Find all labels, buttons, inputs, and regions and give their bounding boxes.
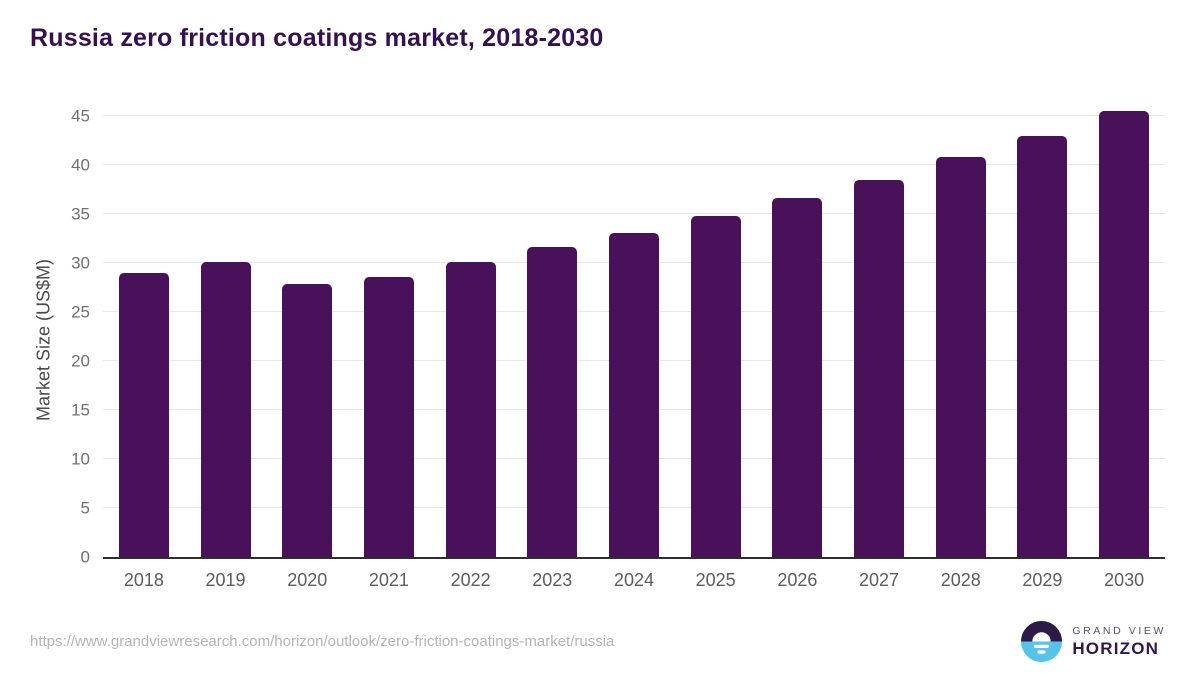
bar-2023[interactable] [527,247,578,557]
bar-slot-2030 [1083,110,1165,557]
x-label-2022: 2022 [450,570,491,590]
chart-title: Russia zero friction coatings market, 20… [30,24,604,52]
brand-name-top: GRAND VIEW [1072,624,1166,637]
source-url: https://www.grandviewresearch.com/horizo… [30,633,615,650]
bar-slot-2022 [430,110,512,557]
x-label-2018: 2018 [123,570,164,590]
bar-slot-2023 [511,110,593,557]
bar-slot-2019 [185,110,267,557]
y-tick-30: 30 [71,253,90,273]
x-label-2026: 2026 [777,570,818,590]
bar-slot-2021 [348,110,430,557]
brand-logo-text: GRAND VIEW HORIZON [1072,625,1166,659]
horizon-logo-icon [1021,621,1063,662]
bar-2019[interactable] [200,262,251,557]
x-label-2025: 2025 [695,570,736,590]
bar-2021[interactable] [363,276,414,557]
y-tick-25: 25 [71,302,90,322]
gridline-40 [103,164,1165,165]
x-label-2023: 2023 [532,570,573,590]
brand-name-bottom: HORIZON [1072,638,1160,658]
y-tick-10: 10 [71,449,90,469]
y-tick-35: 35 [71,204,90,224]
y-tick-45: 45 [71,106,90,126]
bar-slot-2018 [103,110,185,557]
x-label-2030: 2030 [1104,570,1145,590]
bar-slot-2027 [838,110,920,557]
x-label-2021: 2021 [368,570,409,590]
x-label-2027: 2027 [859,570,900,590]
bar-slot-2025 [675,110,757,557]
brand-logo: GRAND VIEW HORIZON [1021,621,1166,662]
bar-2024[interactable] [608,232,659,557]
y-tick-0: 0 [80,547,90,567]
bar-slot-2029 [1002,110,1084,557]
bar-series [103,110,1165,557]
y-tick-20: 20 [71,351,90,371]
bar-slot-2026 [757,110,839,557]
bar-2022[interactable] [445,262,496,557]
x-axis-labels: 2018 2019 2020 2021 2022 2023 2024 2025 2026 2027… [103,570,1165,591]
y-axis-label: Market Size (US$M) [33,258,54,422]
x-label-2028: 2028 [940,570,981,590]
y-tick-5: 5 [80,498,90,518]
x-label-2029: 2029 [1022,570,1063,590]
bar-slot-2028 [920,110,1002,557]
gridline-45 [103,115,1165,116]
bar-chart-plot-area: 0 5 10 15 20 25 30 35 40 45 2018 2019 2020 2021 2022 2… [71,108,1165,590]
bar-2025[interactable] [690,215,741,557]
bar-2029[interactable] [1017,135,1068,557]
bar-2026[interactable] [772,198,823,557]
x-label-2019: 2019 [205,570,246,590]
bar-2030[interactable] [1099,111,1150,557]
bar-2027[interactable] [854,179,905,557]
bar-slot-2024 [593,110,675,557]
bar-2018[interactable] [118,272,169,557]
bar-slot-2020 [266,110,348,557]
bar-2028[interactable] [935,157,986,557]
y-tick-40: 40 [71,155,90,175]
bar-2020[interactable] [282,283,333,557]
x-label-2024: 2024 [613,570,654,590]
y-tick-15: 15 [71,400,90,420]
x-label-2020: 2020 [287,570,328,590]
gridline-35 [103,213,1165,214]
